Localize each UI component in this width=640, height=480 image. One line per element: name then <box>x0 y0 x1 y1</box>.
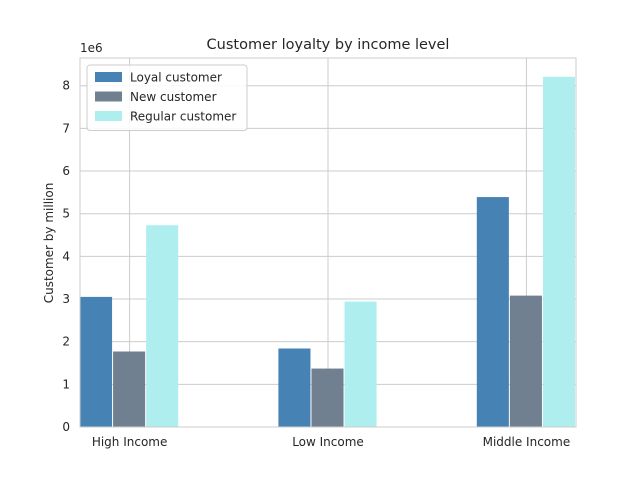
y-tick-label: 5 <box>62 207 70 221</box>
y-tick-label: 8 <box>62 79 70 93</box>
bar <box>542 76 575 427</box>
x-tick-labels: High Income Low Income Middle Income <box>92 435 570 449</box>
chart-title: Customer loyalty by income level <box>207 37 450 53</box>
y-axis-label: Customer by million <box>42 183 56 304</box>
legend-swatch <box>95 91 122 102</box>
x-tick-label: High Income <box>92 435 168 449</box>
bar <box>278 348 311 427</box>
legend-entry: New customer <box>130 90 217 104</box>
bars <box>80 76 575 427</box>
legend-frame <box>86 64 248 131</box>
y-tick-label: 0 <box>62 420 70 434</box>
legend-entry: Loyal customer <box>130 71 222 85</box>
legend-swatch <box>95 111 122 121</box>
y-offset-label: 1e6 <box>80 41 103 55</box>
x-tick-label: Low Income <box>292 435 364 449</box>
bar <box>476 197 509 427</box>
y-tick-label: 7 <box>62 121 70 135</box>
plot-frame <box>79 57 577 428</box>
legend: Loyal customer New customer Regular custom… <box>86 64 248 131</box>
y-tick-labels: 0 1 2 3 4 5 6 7 8 <box>62 79 70 434</box>
bar <box>80 296 113 427</box>
bar <box>113 351 146 427</box>
y-tick-label: 4 <box>62 249 70 263</box>
y-tick-label: 6 <box>62 164 70 178</box>
legend-entry: Regular customer <box>130 110 236 124</box>
y-tick-label: 2 <box>62 335 70 349</box>
x-tick-label: Middle Income <box>483 435 571 449</box>
bar <box>311 368 344 427</box>
bar <box>344 301 377 427</box>
y-tick-label: 1 <box>62 377 70 391</box>
legend-swatch <box>95 72 122 82</box>
bar <box>509 295 542 427</box>
bar <box>146 225 179 427</box>
y-tick-label: 3 <box>62 292 70 306</box>
